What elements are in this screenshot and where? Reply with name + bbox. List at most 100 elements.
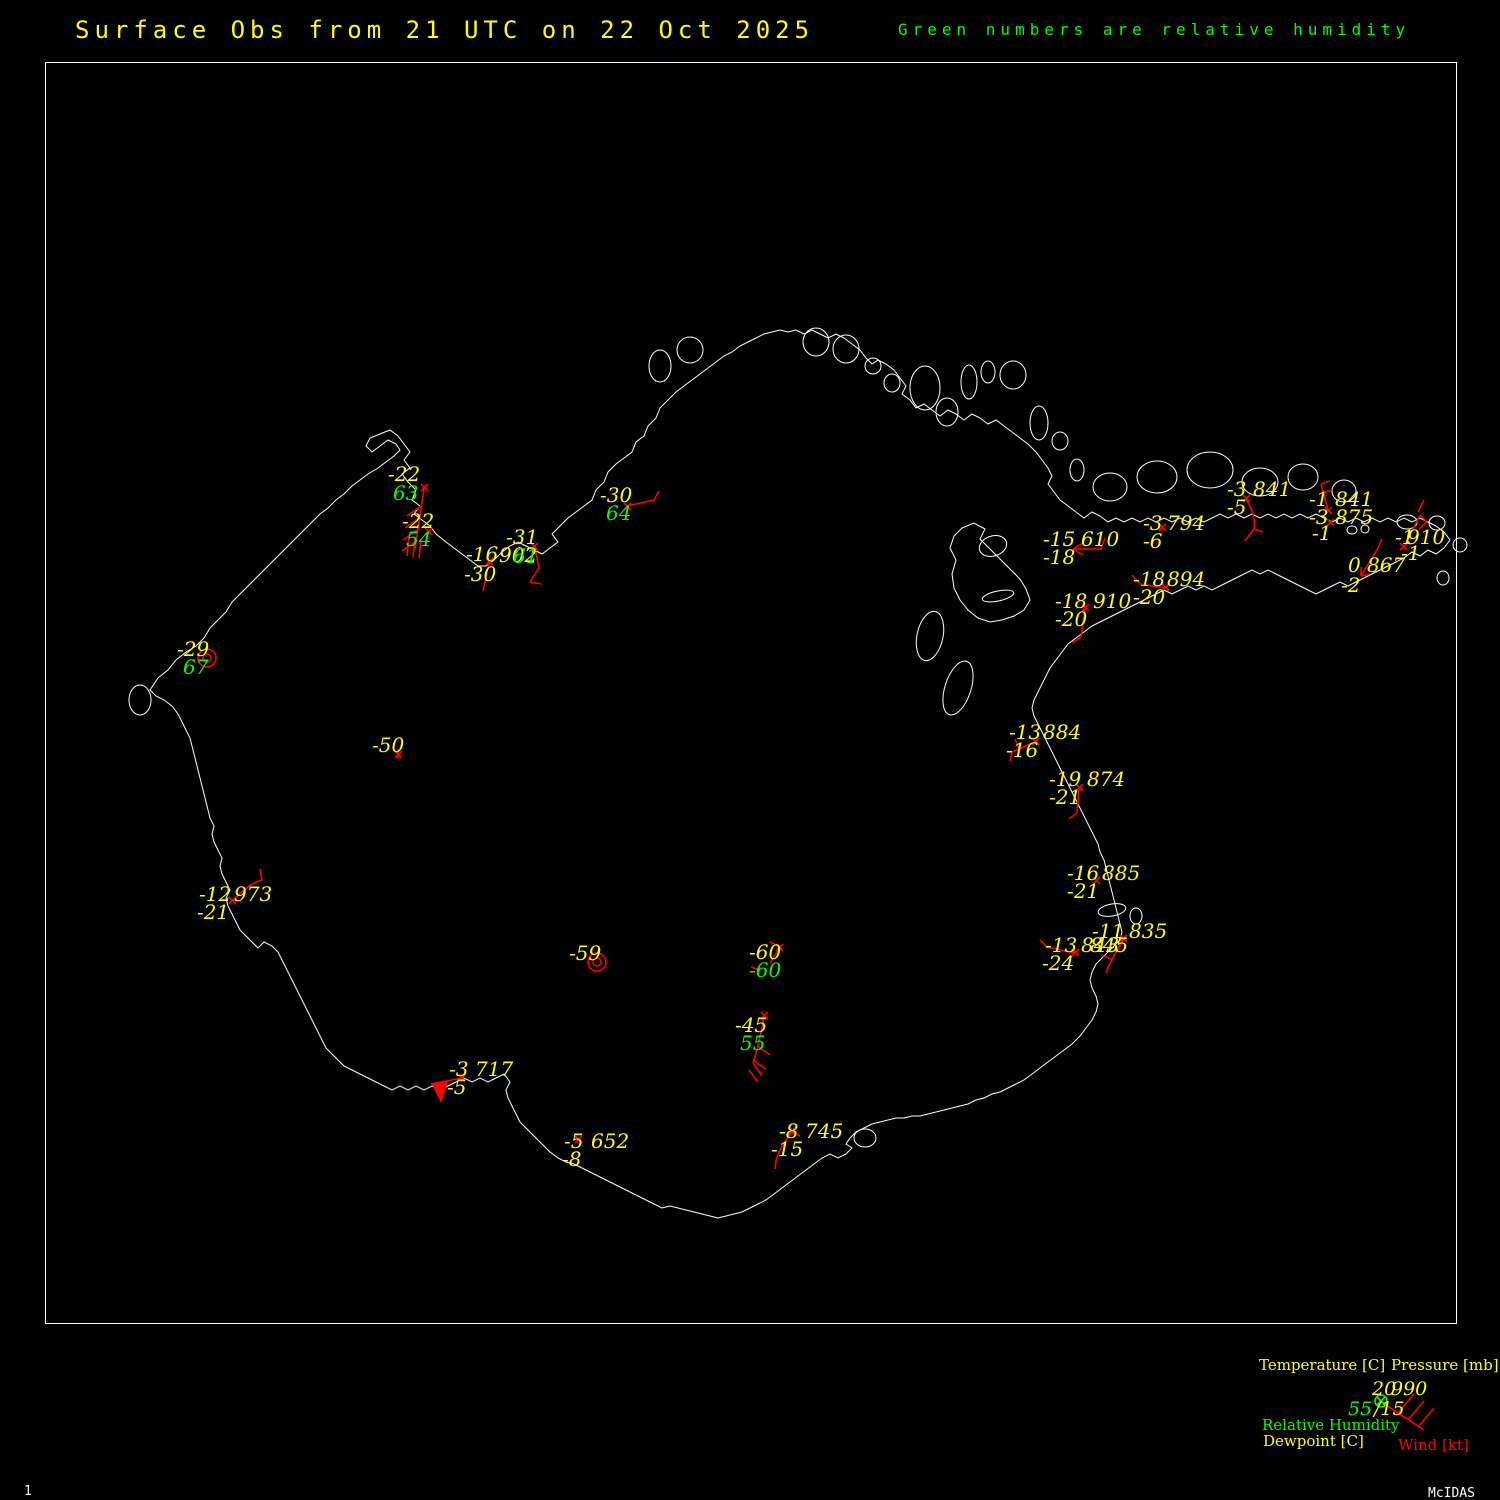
station-humidity: 61 <box>513 544 539 568</box>
station-humidity: 64 <box>606 501 632 525</box>
wind-pennant <box>431 1080 449 1104</box>
station-temperature: -60 <box>749 940 782 964</box>
station-pressure: 841 <box>1253 477 1292 501</box>
station-temperature: -11 <box>1092 919 1125 943</box>
station-marker <box>1158 523 1167 532</box>
station-humidity: 54 <box>406 527 432 551</box>
legend-humidity-label: Relative Humidity <box>1262 1416 1400 1434</box>
station-pressure: 875 <box>1335 505 1374 529</box>
calm-station-marker <box>587 952 607 972</box>
wind-barb <box>1131 574 1170 592</box>
station-dewpoint: -1 <box>1401 541 1421 565</box>
wind-barb <box>1320 480 1333 515</box>
legend-wind-label: Wind [kt] <box>1398 1436 1469 1454</box>
station-temperature: -45 <box>735 1013 768 1037</box>
legend-station-marker <box>1374 1394 1388 1408</box>
station-temperature: -18 <box>1055 589 1088 613</box>
station-pressure: 835 <box>1129 919 1168 943</box>
coastline <box>149 329 1451 1219</box>
station-pressure: 884 <box>1043 720 1082 744</box>
station-pressure: 894 <box>1167 567 1206 591</box>
station-temperature: -1 <box>1309 487 1329 511</box>
page-title: Surface Obs from 21 UTC on 22 Oct 2025 <box>75 16 815 44</box>
station-pressure: 652 <box>591 1129 630 1153</box>
station-humidity: 67 <box>183 655 209 679</box>
station-pressure: 843 <box>1081 933 1120 957</box>
station-dewpoint: -30 <box>464 562 497 586</box>
station-dewpoint: -6 <box>1143 529 1163 553</box>
station-dewpoint: -3 <box>1309 505 1329 529</box>
station-temperature: -5 <box>564 1129 584 1153</box>
station-temperature: -22 <box>388 462 421 486</box>
station-temperature: -8 <box>779 1119 799 1143</box>
wind-barb <box>748 1011 771 1083</box>
station-pressure: 902 <box>499 543 538 567</box>
station-temperature: -3 <box>1227 477 1247 501</box>
station-temperature: 0 <box>1348 553 1361 577</box>
station-pressure: 910 <box>1407 525 1446 549</box>
map-border <box>45 62 1457 1324</box>
station-temperature: -29 <box>177 637 210 661</box>
wind-barb <box>774 1126 801 1170</box>
station-temperature: -12 <box>199 882 232 906</box>
wind-barb <box>1072 537 1106 556</box>
station-dewpoint: -18 <box>1043 545 1076 569</box>
wind-barb <box>1100 934 1128 974</box>
station-dewpoint: -5 <box>447 1075 467 1099</box>
legend-dewpoint-label: Dewpoint [C] <box>1263 1432 1364 1450</box>
station-dewpoint: -24 <box>1042 951 1075 975</box>
station-marker <box>1092 876 1101 885</box>
station-dewpoint: -20 <box>1133 585 1166 609</box>
station-dewpoint: -21 <box>197 900 230 924</box>
humidity-note: Green numbers are relative humidity <box>898 20 1411 39</box>
legend-sample-dewpoint: /15 <box>1374 1398 1405 1420</box>
station-temperature: -13 <box>1009 720 1042 744</box>
station-temperature: -13 <box>1045 933 1078 957</box>
station-temperature: -19 <box>1049 767 1082 791</box>
wind-barb <box>482 557 494 592</box>
station-pressure: 845 <box>1090 933 1129 957</box>
wind-barb <box>430 1073 467 1085</box>
wind-barb <box>623 490 660 511</box>
station-pressure: 874 <box>1087 767 1126 791</box>
station-dewpoint: -15 <box>771 1137 804 1161</box>
station-dewpoint: -1 <box>1312 521 1332 545</box>
station-dewpoint: -21 <box>1067 879 1100 903</box>
wind-barbs-layer <box>197 480 1428 1170</box>
station-temperature: -15 <box>1043 527 1076 551</box>
station-pressure: 745 <box>805 1119 844 1143</box>
legend-sample-pressure: 990 <box>1391 1378 1428 1400</box>
station-dewpoint: -20 <box>1055 607 1088 631</box>
legend-symbols <box>1374 1393 1435 1431</box>
page-number: 1 <box>24 1484 32 1499</box>
station-pressure: 610 <box>1081 527 1120 551</box>
station-temperature: -3 <box>449 1057 469 1081</box>
station-pressure: 717 <box>475 1057 514 1081</box>
wind-barb <box>1009 737 1040 762</box>
legend-sample-humidity: 55 <box>1348 1398 1373 1420</box>
station-pressure: 841 <box>1335 487 1374 511</box>
wind-barb <box>529 542 542 585</box>
station-dewpoint: -5 <box>1227 495 1247 519</box>
station-humidity: 55 <box>740 1031 766 1055</box>
station-temperature: -16 <box>1067 861 1100 885</box>
wind-barb <box>1039 939 1080 957</box>
wind-barb <box>1242 494 1264 542</box>
wind-barb <box>1068 783 1084 820</box>
station-pressure: 910 <box>1093 589 1132 613</box>
station-marker <box>1326 518 1335 527</box>
station-pressure: 973 <box>234 882 273 906</box>
station-humidity: 63 <box>393 481 419 505</box>
station-pressure: 867 <box>1367 553 1406 577</box>
calm-station-marker <box>197 648 217 668</box>
legend-sample-temperature: 20 <box>1372 1378 1397 1400</box>
station-marker <box>574 1135 583 1144</box>
station-marker <box>394 749 403 759</box>
station-temperature: -1 <box>1395 525 1415 549</box>
legend-wind-barb <box>1385 1393 1435 1431</box>
station-humidity: -60 <box>749 958 782 982</box>
station-temperature: -3 <box>1143 511 1163 535</box>
station-temperature: -18 <box>1133 567 1166 591</box>
